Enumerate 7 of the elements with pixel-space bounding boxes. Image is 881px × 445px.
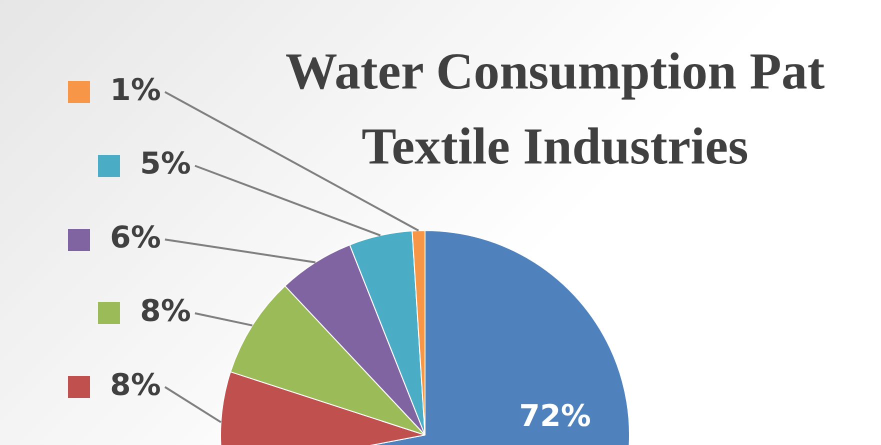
data-label: 5%	[140, 146, 191, 182]
data-label: 8%	[110, 368, 161, 403]
data-label: 72%	[519, 398, 591, 434]
data-label: 6%	[110, 220, 161, 256]
data-label: 8%	[140, 294, 191, 330]
chart-title: Water Consumption Pat Textile Industries	[285, 43, 826, 176]
data-label: 1%	[110, 72, 161, 108]
